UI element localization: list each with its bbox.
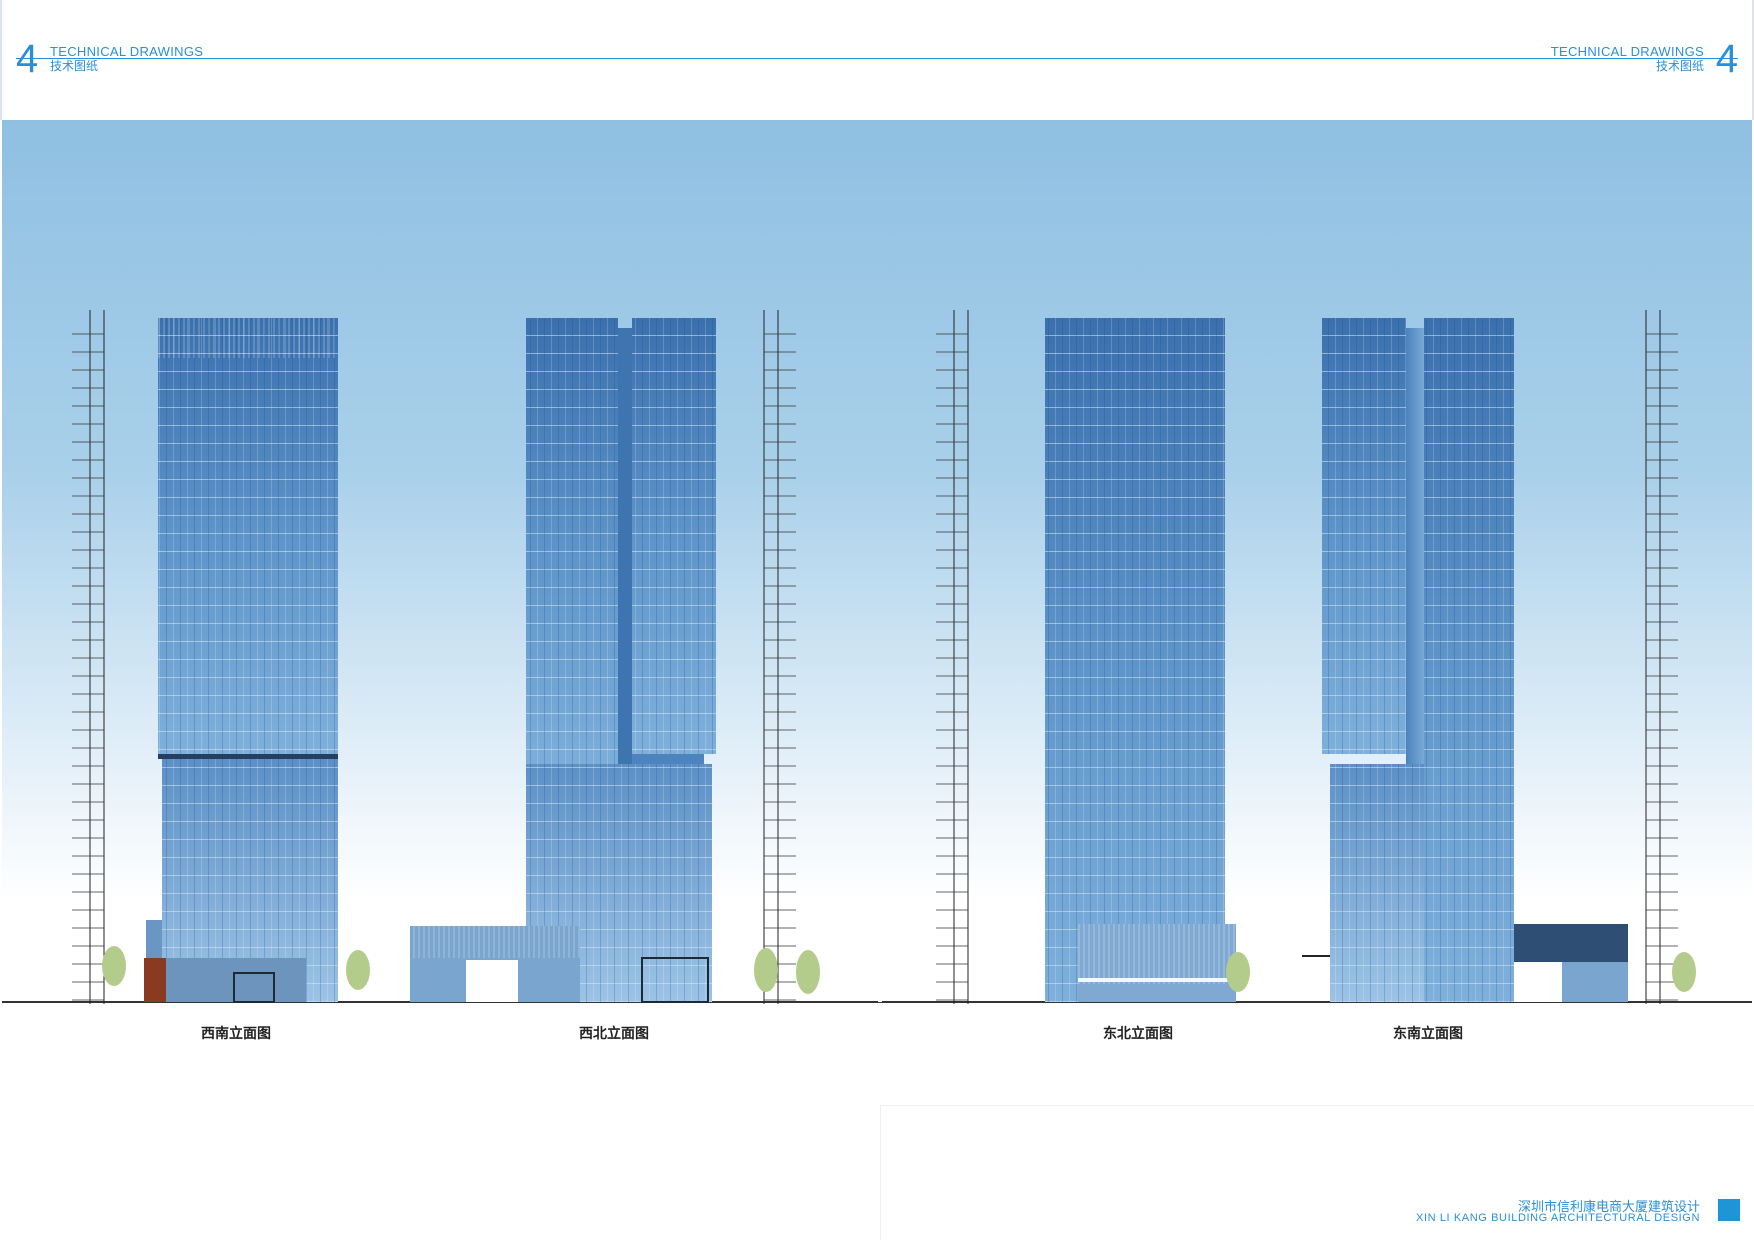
northwest-elevation xyxy=(410,318,716,1003)
brand-square xyxy=(1718,1199,1740,1221)
section-number: 4 xyxy=(16,37,39,81)
section-title-cn: 技术图纸 xyxy=(1655,59,1704,73)
page-frame-right xyxy=(1752,0,1754,120)
footer-frame-vertical xyxy=(880,1105,881,1240)
elevation-drawings xyxy=(2,120,1752,1004)
section-number: 4 xyxy=(1715,37,1738,81)
section-title-en: TECHNICAL DRAWINGS xyxy=(50,44,204,59)
dimension-lines xyxy=(89,310,1661,1004)
header-rule xyxy=(16,58,1738,59)
project-title-cn: 深圳市信利康电商大厦建筑设计 xyxy=(1517,1199,1700,1214)
footer-frame-horizontal xyxy=(880,1105,1754,1106)
elevation-caption-northeast: 东北立面图 xyxy=(1103,1026,1173,1042)
project-title-en: XIN LI KANG BUILDING ARCHITECTURAL DESIG… xyxy=(1416,1212,1700,1224)
elevation-caption-northwest: 西北立面图 xyxy=(579,1026,649,1042)
southeast-elevation xyxy=(1302,318,1628,1002)
section-title-cn: 技术图纸 xyxy=(50,59,99,73)
southwest-elevation xyxy=(144,318,338,1003)
page-frame-left xyxy=(0,0,2,120)
trees xyxy=(102,946,1696,994)
section-title-en: TECHNICAL DRAWINGS xyxy=(1550,44,1704,59)
elevation-caption-southwest: 西南立面图 xyxy=(201,1026,271,1042)
northeast-elevation xyxy=(1045,318,1236,1002)
elevation-caption-southeast: 东南立面图 xyxy=(1393,1026,1463,1042)
dimension-ticks xyxy=(72,333,1678,1001)
